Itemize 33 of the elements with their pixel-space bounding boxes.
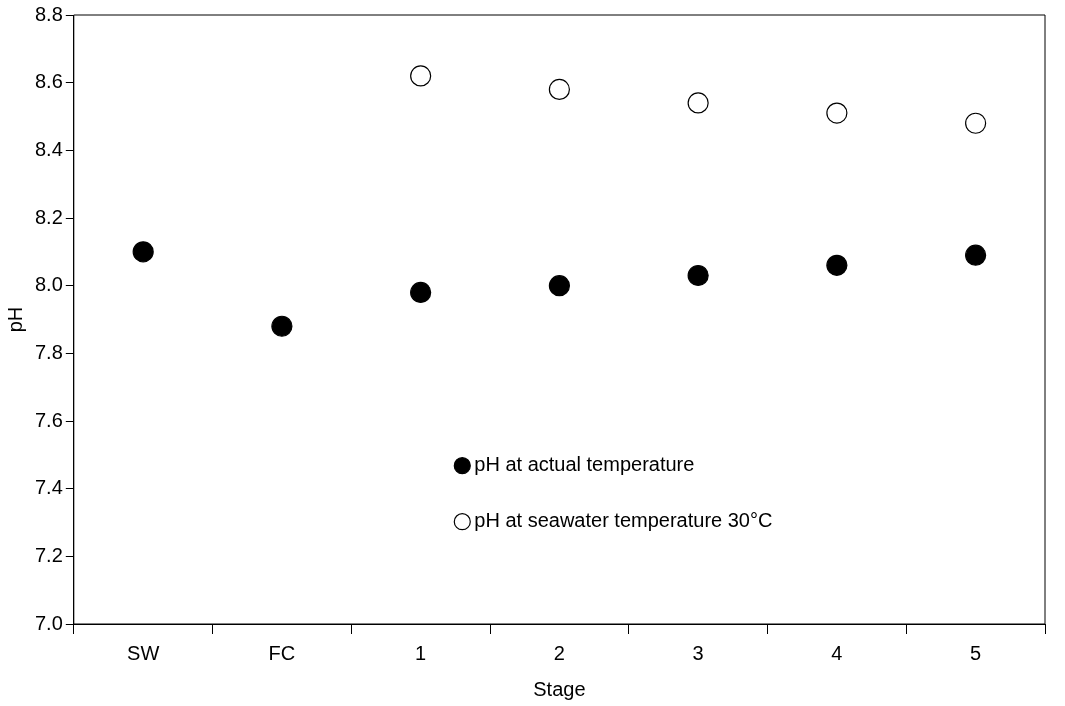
y-tick-label: 7.8 bbox=[34, 340, 63, 363]
point bbox=[687, 264, 709, 287]
point bbox=[132, 241, 154, 263]
y-tick-label: 8.2 bbox=[34, 205, 63, 228]
point bbox=[271, 315, 293, 337]
point bbox=[687, 92, 709, 114]
y-tick-label: 7.6 bbox=[34, 408, 63, 431]
point bbox=[826, 102, 848, 124]
x-axis-title: Stage bbox=[533, 677, 586, 700]
point bbox=[548, 78, 570, 101]
y-tick-label: 7.4 bbox=[34, 476, 63, 499]
x-tick-label: FC bbox=[268, 641, 296, 664]
y-tick-label: 8.8 bbox=[34, 2, 63, 25]
y-axis-title: pH bbox=[3, 306, 26, 333]
y-tick-label: 8.4 bbox=[34, 137, 63, 160]
point bbox=[548, 275, 570, 297]
y-tick-label: 7.2 bbox=[34, 543, 63, 566]
point bbox=[965, 112, 987, 134]
point bbox=[826, 254, 848, 276]
x-tick-label: 2 bbox=[553, 641, 565, 664]
point bbox=[410, 65, 432, 87]
y-tick-label: 8.6 bbox=[34, 70, 63, 93]
x-tick-label: 1 bbox=[415, 641, 427, 664]
legend-label: pH at actual temperature bbox=[474, 453, 695, 476]
x-tick-label: 3 bbox=[692, 641, 704, 664]
y-tick-label: 8.0 bbox=[34, 273, 63, 296]
point bbox=[410, 281, 432, 304]
point bbox=[965, 244, 987, 266]
x-tick-label: 4 bbox=[831, 641, 843, 664]
x-tick-label: 5 bbox=[970, 641, 982, 664]
legend-label: pH at seawater temperature 30°C bbox=[474, 509, 773, 532]
x-tick-label: SW bbox=[127, 641, 160, 664]
y-tick-label: 7.0 bbox=[34, 611, 63, 634]
